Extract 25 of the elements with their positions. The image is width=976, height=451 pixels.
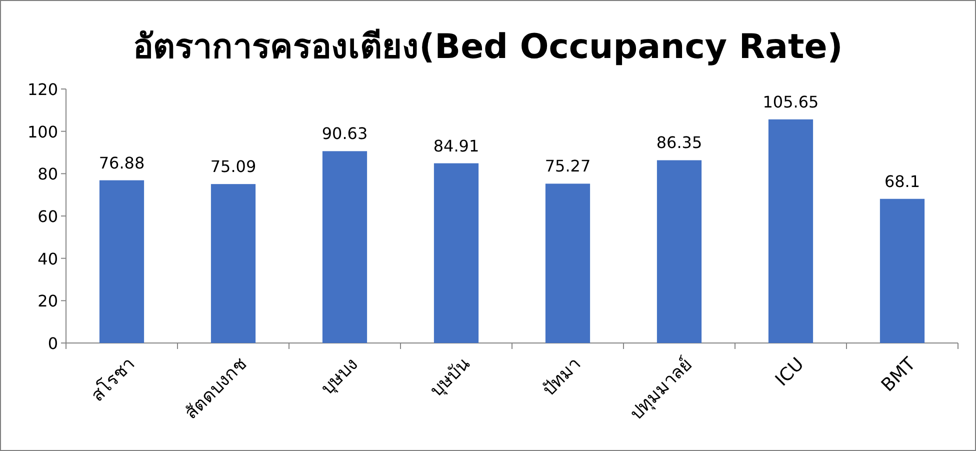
bar bbox=[656, 160, 702, 343]
data-label: 68.1 bbox=[884, 172, 920, 191]
data-label: 75.09 bbox=[210, 157, 256, 176]
y-tick-label: 20 bbox=[38, 292, 58, 311]
y-tick-label: 40 bbox=[38, 249, 58, 268]
y-tick-label: 0 bbox=[48, 334, 58, 353]
x-tick-label: ICU bbox=[771, 354, 808, 390]
bar bbox=[768, 119, 814, 343]
data-label: 86.35 bbox=[656, 133, 702, 152]
bar bbox=[434, 163, 479, 343]
y-tick-label: 100 bbox=[27, 122, 58, 142]
data-label: 84.91 bbox=[433, 136, 480, 156]
y-tick-label: 120 bbox=[27, 80, 58, 99]
bar bbox=[322, 151, 368, 343]
data-label: 105.65 bbox=[762, 92, 819, 112]
bar bbox=[210, 184, 256, 343]
data-label: 75.27 bbox=[544, 156, 591, 176]
bar bbox=[99, 180, 144, 343]
data-label: 90.63 bbox=[322, 124, 368, 144]
y-tick-label: 60 bbox=[38, 207, 58, 226]
bar bbox=[545, 184, 590, 343]
data-label: 76.88 bbox=[98, 153, 145, 172]
chart-title: อัตราการครองเตียง(Bed Occupancy Rate) bbox=[133, 27, 843, 67]
bar bbox=[880, 198, 925, 343]
y-tick-label: 80 bbox=[38, 164, 58, 184]
